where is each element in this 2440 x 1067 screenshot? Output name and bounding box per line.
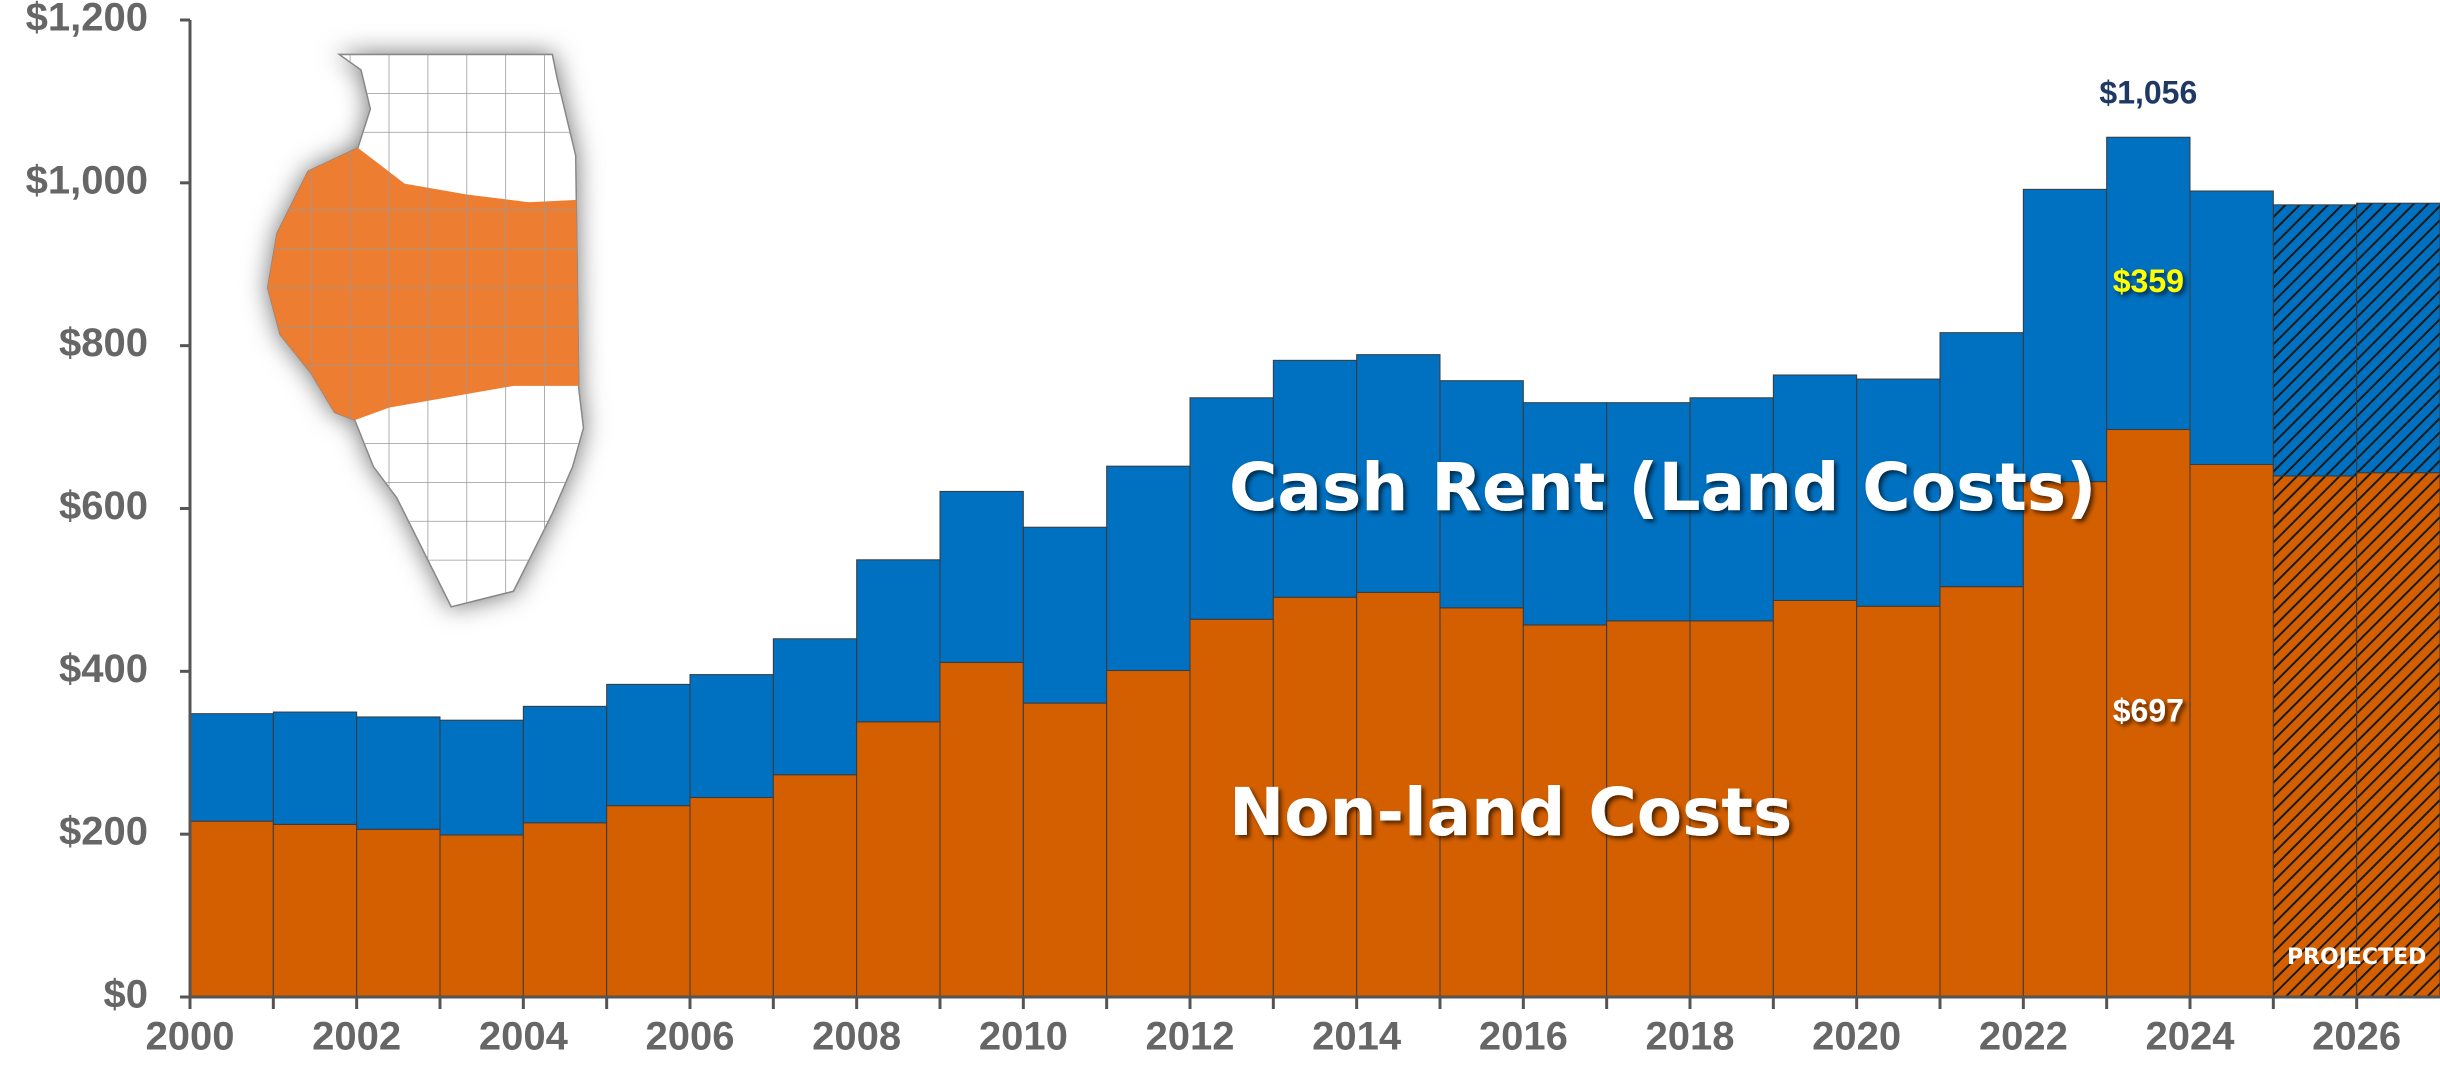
bar-segment <box>1772 600 1858 998</box>
x-tick-label: 2008 <box>812 1015 901 1059</box>
bar-segment <box>606 683 691 807</box>
bar-segment <box>939 490 1024 663</box>
value-label: $359 <box>2113 263 2184 299</box>
bar-segment <box>689 797 774 998</box>
bar-segment <box>1356 591 1441 998</box>
bar-segment <box>356 716 441 830</box>
x-tick-label: 2024 <box>2146 1015 2236 1059</box>
x-tick-label: 2010 <box>979 1015 1068 1059</box>
bar-segment <box>1689 620 1774 998</box>
bar-segment <box>1606 402 1691 622</box>
bar-segment <box>689 674 774 799</box>
bar-segment <box>1189 618 1274 998</box>
x-tick-label: 2012 <box>1146 1015 1235 1059</box>
bar-segment <box>1606 620 1691 998</box>
bar-segment <box>189 713 274 822</box>
bar-segment <box>1439 607 1524 998</box>
bar-segment <box>356 828 441 998</box>
bar-segment <box>439 834 524 998</box>
region <box>267 54 584 607</box>
bar-segment <box>2272 475 2358 998</box>
bar-segment <box>272 711 358 825</box>
x-tick-label: 2006 <box>646 1015 735 1059</box>
x-tick-label: 2004 <box>479 1015 569 1059</box>
bar-segment <box>2106 136 2191 431</box>
y-tick-label: $400 <box>59 647 148 691</box>
value-label: $697 <box>2113 693 2184 729</box>
bar-segment <box>1022 526 1108 704</box>
bar-segment <box>2189 190 2274 466</box>
bar-segment <box>189 820 274 998</box>
bar-segment <box>772 638 858 776</box>
bar-segment <box>2022 188 2108 483</box>
bar-segment <box>1522 402 1608 626</box>
bar-segment <box>522 822 608 998</box>
series-label: Cash Rent (Land Costs) <box>1229 449 2096 526</box>
bar-segment <box>1272 359 1358 598</box>
total-label: $1,056 <box>2099 75 2197 111</box>
y-tick-label: $1,200 <box>26 0 148 40</box>
x-tick-label: 2002 <box>312 1015 401 1059</box>
bar-segment <box>1106 670 1191 998</box>
y-tick-label: $600 <box>59 484 148 528</box>
x-tick-label: 2014 <box>1312 1015 1402 1059</box>
y-tick-label: $0 <box>104 973 149 1017</box>
bar-segment <box>939 661 1024 998</box>
bar-segment <box>1272 596 1358 998</box>
bar-segment <box>2356 202 2440 474</box>
y-tick-label: $800 <box>59 321 148 365</box>
county-lines <box>267 54 584 607</box>
bar-segment <box>1772 374 1858 602</box>
bar-segment <box>1106 465 1191 672</box>
bar-segment <box>2356 472 2440 998</box>
bar-segment <box>1689 397 1774 622</box>
bar-segment <box>2022 481 2108 998</box>
bar-segment <box>1856 605 1941 998</box>
bar-segment <box>2272 204 2358 477</box>
projected-label: PROJECTED <box>2287 945 2426 970</box>
bar-segment <box>1939 586 2024 998</box>
x-tick-label: 2000 <box>146 1015 235 1059</box>
illinois-map <box>266 53 585 608</box>
x-tick-label: 2018 <box>1646 1015 1735 1059</box>
x-tick-label: 2020 <box>1812 1015 1901 1059</box>
bar-segment <box>772 774 858 998</box>
y-tick-label: $1,000 <box>26 158 148 202</box>
bar-segment <box>439 719 524 836</box>
bar-segment <box>856 721 941 998</box>
bar-segment <box>606 805 691 998</box>
series-label: Non-land Costs <box>1229 774 1792 851</box>
bar-segment <box>1856 378 1941 607</box>
x-tick-label: 2022 <box>1979 1015 2068 1059</box>
bar-segment <box>1022 702 1108 998</box>
bar-segment <box>2106 429 2191 998</box>
bar-segment <box>856 559 941 723</box>
x-tick-label: 2026 <box>2312 1015 2401 1059</box>
y-tick-label: $200 <box>59 810 148 854</box>
bar-segment <box>2189 464 2274 998</box>
bars <box>189 136 2440 998</box>
bar-segment <box>272 823 358 998</box>
bar-segment <box>522 705 608 824</box>
x-tick-label: 2016 <box>1479 1015 1568 1059</box>
